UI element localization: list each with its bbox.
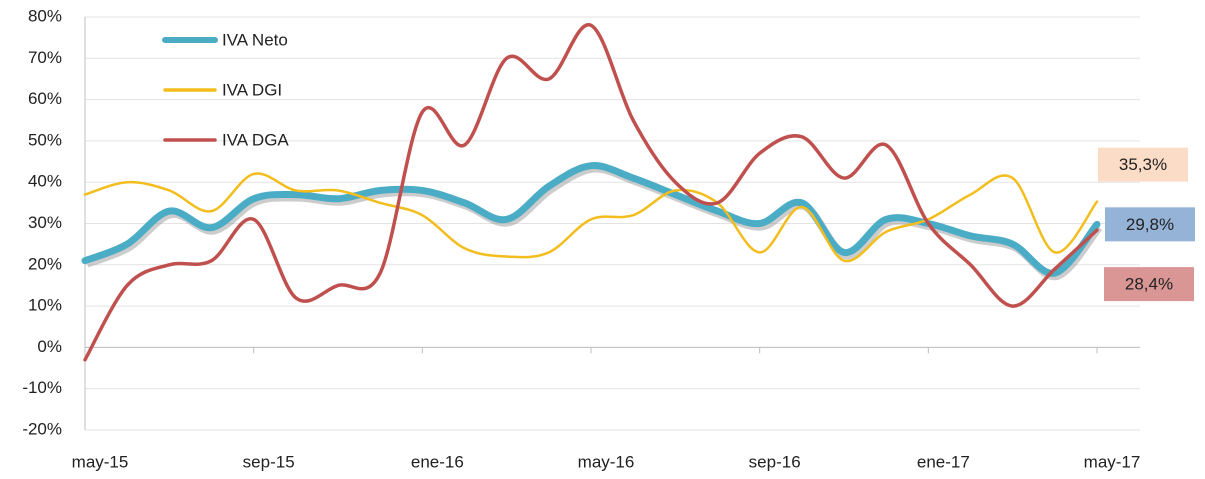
y-tick-label: 60%	[28, 89, 62, 108]
data-label: 29,8%	[1126, 215, 1174, 234]
x-tick-label: sep-16	[749, 452, 801, 471]
y-tick-label: 80%	[28, 6, 62, 25]
x-tick-label: sep-15	[243, 452, 295, 471]
legend-label: IVA DGA	[222, 130, 289, 149]
x-tick-label: ene-16	[411, 452, 464, 471]
line	[83, 172, 1099, 263]
x-tick-label: may-16	[578, 452, 635, 471]
data-label: 35,3%	[1119, 155, 1167, 174]
x-tick-label: ene-17	[917, 452, 970, 471]
legend-label: IVA DGI	[222, 80, 282, 99]
y-tick-label: -20%	[22, 419, 62, 438]
x-tick-label: may-17	[1084, 452, 1141, 471]
y-tick-label: 70%	[28, 48, 62, 67]
legend-label: IVA Neto	[222, 30, 288, 49]
y-tick-label: 0%	[37, 337, 62, 356]
y-tick-label: 40%	[28, 172, 62, 191]
y-tick-label: -10%	[22, 378, 62, 397]
x-tick-label: may-15	[72, 452, 129, 471]
data-label-box	[1105, 207, 1195, 242]
y-tick-label: 10%	[28, 296, 62, 315]
data-label-box	[1098, 147, 1188, 182]
data-label: 28,4%	[1125, 275, 1173, 294]
line	[83, 23, 1099, 362]
y-tick-label: 50%	[28, 130, 62, 149]
y-tick-label: 30%	[28, 213, 62, 232]
y-tick-label: 20%	[28, 254, 62, 273]
data-label-box	[1104, 267, 1194, 302]
